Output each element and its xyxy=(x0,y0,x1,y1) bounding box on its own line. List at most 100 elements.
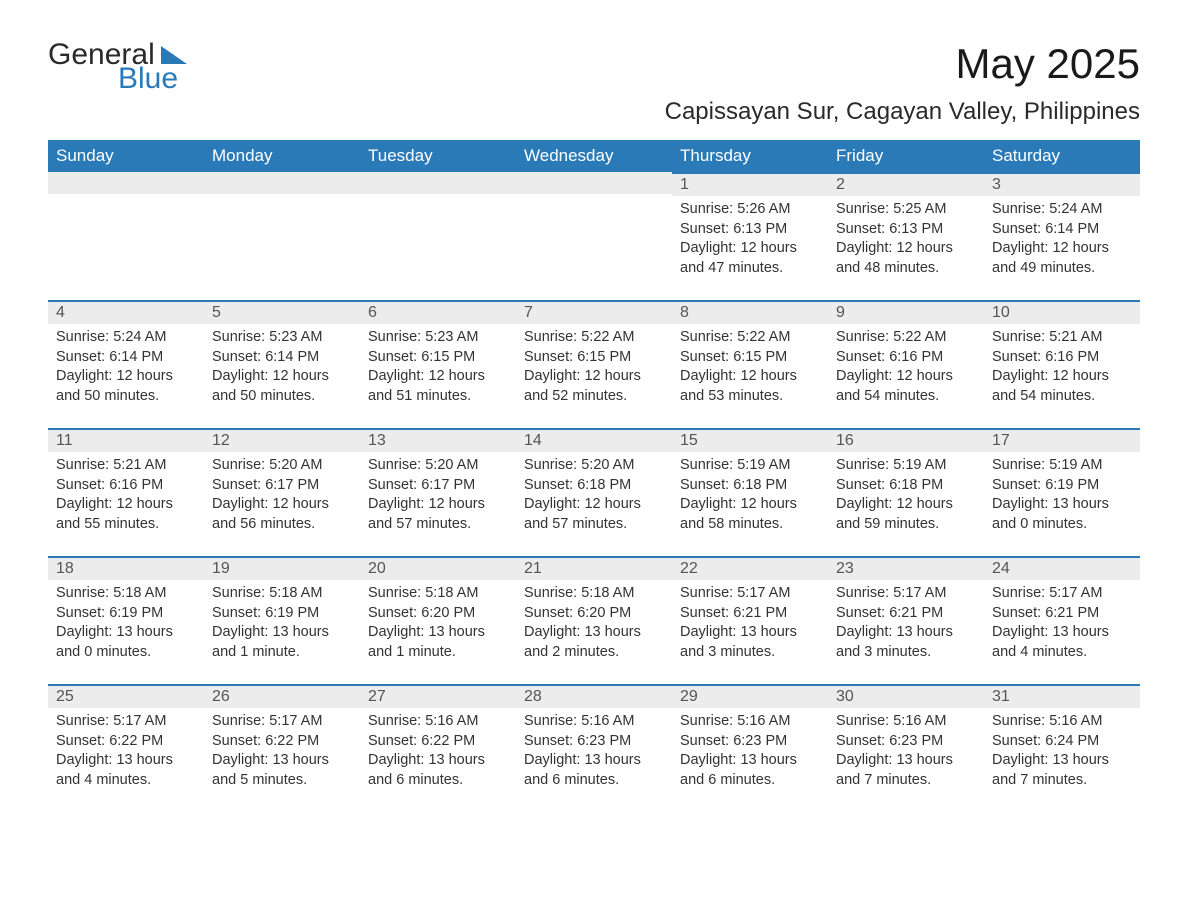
day-number: 1 xyxy=(672,172,828,196)
calendar-day-cell: 17Sunrise: 5:19 AMSunset: 6:19 PMDayligh… xyxy=(984,428,1140,556)
sunset-text: Sunset: 6:13 PM xyxy=(680,220,820,240)
day-number: 7 xyxy=(516,300,672,324)
day-details: Sunrise: 5:17 AMSunset: 6:21 PMDaylight:… xyxy=(828,580,984,670)
day-details: Sunrise: 5:24 AMSunset: 6:14 PMDaylight:… xyxy=(48,324,204,414)
sunset-text: Sunset: 6:21 PM xyxy=(992,604,1132,624)
calendar-day-cell xyxy=(360,172,516,300)
daylight-text: Daylight: 13 hours and 6 minutes. xyxy=(524,751,664,790)
sunrise-text: Sunrise: 5:18 AM xyxy=(56,584,196,604)
calendar-day-cell: 4Sunrise: 5:24 AMSunset: 6:14 PMDaylight… xyxy=(48,300,204,428)
day-number: 18 xyxy=(48,556,204,580)
sunrise-text: Sunrise: 5:25 AM xyxy=(836,200,976,220)
empty-day xyxy=(360,172,516,194)
daylight-text: Daylight: 13 hours and 2 minutes. xyxy=(524,623,664,662)
empty-day xyxy=(204,172,360,194)
day-details: Sunrise: 5:16 AMSunset: 6:24 PMDaylight:… xyxy=(984,708,1140,798)
day-details: Sunrise: 5:20 AMSunset: 6:17 PMDaylight:… xyxy=(204,452,360,542)
day-number: 13 xyxy=(360,428,516,452)
sunset-text: Sunset: 6:15 PM xyxy=(524,348,664,368)
day-details: Sunrise: 5:18 AMSunset: 6:19 PMDaylight:… xyxy=(48,580,204,670)
day-details: Sunrise: 5:17 AMSunset: 6:21 PMDaylight:… xyxy=(672,580,828,670)
sunrise-text: Sunrise: 5:17 AM xyxy=(212,712,352,732)
daylight-text: Daylight: 12 hours and 47 minutes. xyxy=(680,239,820,278)
sunrise-text: Sunrise: 5:19 AM xyxy=(992,456,1132,476)
daylight-text: Daylight: 13 hours and 0 minutes. xyxy=(56,623,196,662)
calendar-day-cell: 15Sunrise: 5:19 AMSunset: 6:18 PMDayligh… xyxy=(672,428,828,556)
weekday-header: Wednesday xyxy=(516,140,672,172)
calendar-day-cell: 6Sunrise: 5:23 AMSunset: 6:15 PMDaylight… xyxy=(360,300,516,428)
day-details: Sunrise: 5:16 AMSunset: 6:23 PMDaylight:… xyxy=(828,708,984,798)
calendar-day-cell: 8Sunrise: 5:22 AMSunset: 6:15 PMDaylight… xyxy=(672,300,828,428)
weekday-header: Tuesday xyxy=(360,140,516,172)
page-subtitle: Capissayan Sur, Cagayan Valley, Philippi… xyxy=(665,98,1140,126)
sunset-text: Sunset: 6:19 PM xyxy=(992,476,1132,496)
sunset-text: Sunset: 6:14 PM xyxy=(212,348,352,368)
sunrise-text: Sunrise: 5:23 AM xyxy=(368,328,508,348)
daylight-text: Daylight: 12 hours and 52 minutes. xyxy=(524,367,664,406)
day-details: Sunrise: 5:16 AMSunset: 6:23 PMDaylight:… xyxy=(672,708,828,798)
calendar-day-cell: 2Sunrise: 5:25 AMSunset: 6:13 PMDaylight… xyxy=(828,172,984,300)
sunrise-text: Sunrise: 5:20 AM xyxy=(212,456,352,476)
sunset-text: Sunset: 6:20 PM xyxy=(368,604,508,624)
sunrise-text: Sunrise: 5:17 AM xyxy=(992,584,1132,604)
day-number: 5 xyxy=(204,300,360,324)
sunrise-text: Sunrise: 5:16 AM xyxy=(680,712,820,732)
sunrise-text: Sunrise: 5:19 AM xyxy=(836,456,976,476)
sunrise-text: Sunrise: 5:18 AM xyxy=(212,584,352,604)
sunset-text: Sunset: 6:22 PM xyxy=(212,732,352,752)
calendar-day-cell: 7Sunrise: 5:22 AMSunset: 6:15 PMDaylight… xyxy=(516,300,672,428)
calendar-day-cell: 12Sunrise: 5:20 AMSunset: 6:17 PMDayligh… xyxy=(204,428,360,556)
sunset-text: Sunset: 6:21 PM xyxy=(680,604,820,624)
calendar-day-cell xyxy=(204,172,360,300)
sunrise-text: Sunrise: 5:17 AM xyxy=(836,584,976,604)
day-number: 14 xyxy=(516,428,672,452)
day-details: Sunrise: 5:24 AMSunset: 6:14 PMDaylight:… xyxy=(984,196,1140,286)
day-number: 16 xyxy=(828,428,984,452)
calendar-day-cell: 19Sunrise: 5:18 AMSunset: 6:19 PMDayligh… xyxy=(204,556,360,684)
sunrise-text: Sunrise: 5:16 AM xyxy=(836,712,976,732)
sunset-text: Sunset: 6:15 PM xyxy=(680,348,820,368)
daylight-text: Daylight: 12 hours and 58 minutes. xyxy=(680,495,820,534)
day-number: 29 xyxy=(672,684,828,708)
day-details: Sunrise: 5:21 AMSunset: 6:16 PMDaylight:… xyxy=(984,324,1140,414)
day-details: Sunrise: 5:21 AMSunset: 6:16 PMDaylight:… xyxy=(48,452,204,542)
day-details: Sunrise: 5:17 AMSunset: 6:22 PMDaylight:… xyxy=(48,708,204,798)
daylight-text: Daylight: 13 hours and 7 minutes. xyxy=(992,751,1132,790)
day-number: 17 xyxy=(984,428,1140,452)
sunrise-text: Sunrise: 5:16 AM xyxy=(524,712,664,732)
day-details: Sunrise: 5:17 AMSunset: 6:21 PMDaylight:… xyxy=(984,580,1140,670)
calendar-week-row: 11Sunrise: 5:21 AMSunset: 6:16 PMDayligh… xyxy=(48,428,1140,556)
weekday-header: Sunday xyxy=(48,140,204,172)
daylight-text: Daylight: 12 hours and 49 minutes. xyxy=(992,239,1132,278)
daylight-text: Daylight: 13 hours and 6 minutes. xyxy=(680,751,820,790)
daylight-text: Daylight: 12 hours and 50 minutes. xyxy=(212,367,352,406)
sunrise-text: Sunrise: 5:26 AM xyxy=(680,200,820,220)
day-number: 30 xyxy=(828,684,984,708)
sunrise-text: Sunrise: 5:22 AM xyxy=(836,328,976,348)
calendar-day-cell: 10Sunrise: 5:21 AMSunset: 6:16 PMDayligh… xyxy=(984,300,1140,428)
sunset-text: Sunset: 6:22 PM xyxy=(56,732,196,752)
day-number: 6 xyxy=(360,300,516,324)
calendar-day-cell: 21Sunrise: 5:18 AMSunset: 6:20 PMDayligh… xyxy=(516,556,672,684)
day-number: 22 xyxy=(672,556,828,580)
day-number: 19 xyxy=(204,556,360,580)
weekday-header: Monday xyxy=(204,140,360,172)
sunset-text: Sunset: 6:24 PM xyxy=(992,732,1132,752)
day-details: Sunrise: 5:19 AMSunset: 6:19 PMDaylight:… xyxy=(984,452,1140,542)
day-number: 21 xyxy=(516,556,672,580)
calendar-day-cell: 13Sunrise: 5:20 AMSunset: 6:17 PMDayligh… xyxy=(360,428,516,556)
sunset-text: Sunset: 6:20 PM xyxy=(524,604,664,624)
calendar-day-cell: 29Sunrise: 5:16 AMSunset: 6:23 PMDayligh… xyxy=(672,684,828,812)
daylight-text: Daylight: 13 hours and 3 minutes. xyxy=(680,623,820,662)
daylight-text: Daylight: 12 hours and 55 minutes. xyxy=(56,495,196,534)
calendar-day-cell: 27Sunrise: 5:16 AMSunset: 6:22 PMDayligh… xyxy=(360,684,516,812)
calendar-day-cell: 11Sunrise: 5:21 AMSunset: 6:16 PMDayligh… xyxy=(48,428,204,556)
calendar-day-cell: 18Sunrise: 5:18 AMSunset: 6:19 PMDayligh… xyxy=(48,556,204,684)
daylight-text: Daylight: 12 hours and 57 minutes. xyxy=(524,495,664,534)
day-number: 25 xyxy=(48,684,204,708)
sunset-text: Sunset: 6:13 PM xyxy=(836,220,976,240)
sunset-text: Sunset: 6:23 PM xyxy=(524,732,664,752)
day-details: Sunrise: 5:19 AMSunset: 6:18 PMDaylight:… xyxy=(828,452,984,542)
sunrise-text: Sunrise: 5:22 AM xyxy=(680,328,820,348)
sunset-text: Sunset: 6:19 PM xyxy=(56,604,196,624)
